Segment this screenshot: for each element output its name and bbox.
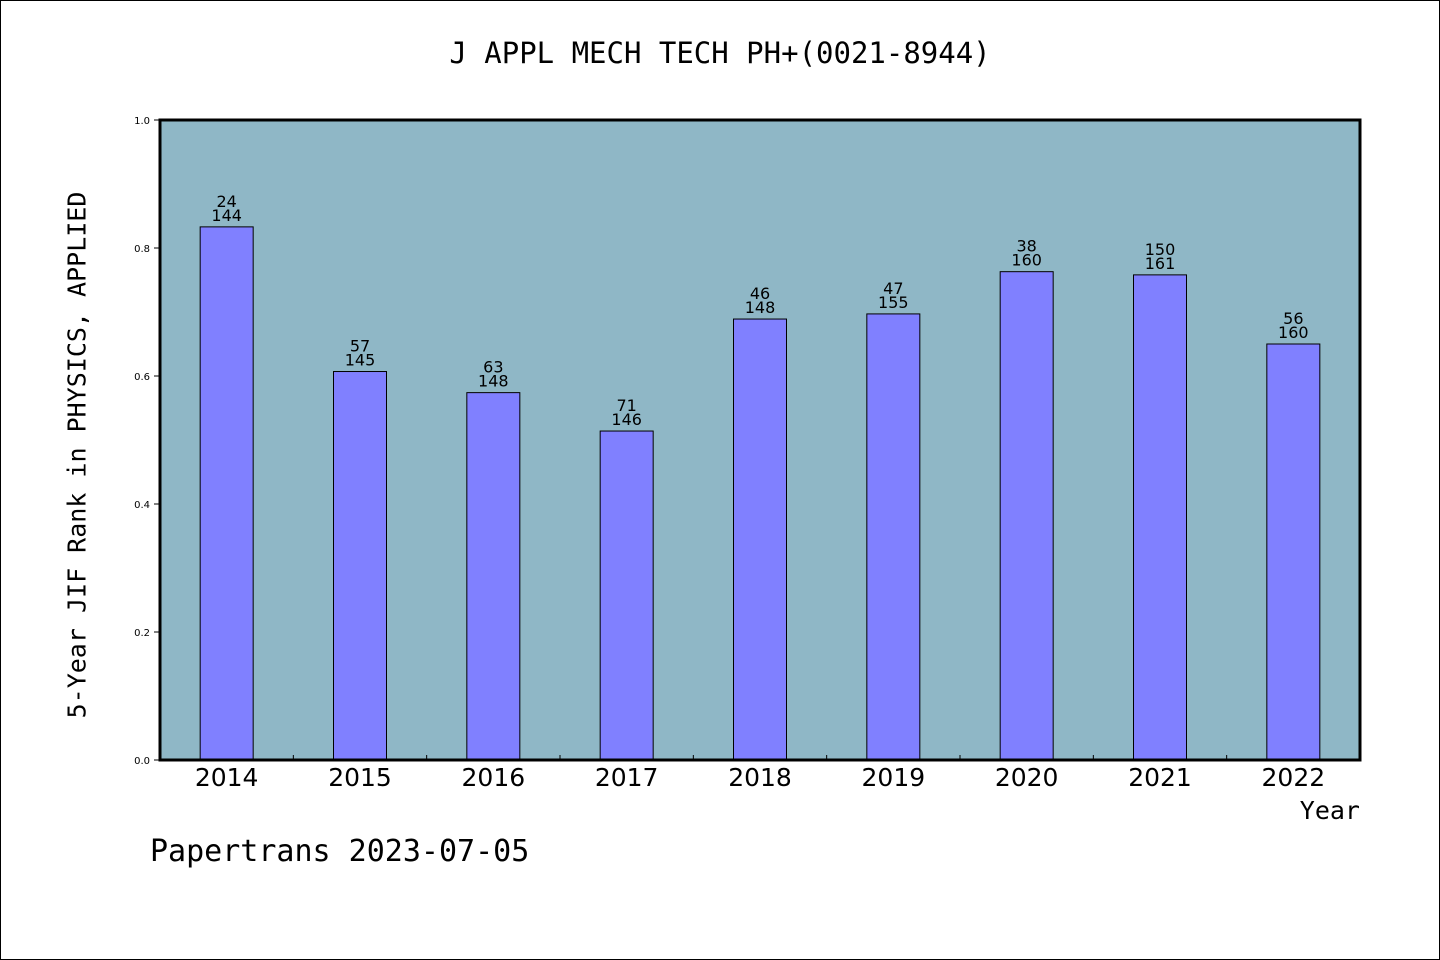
bar-total-label: 155 <box>878 293 909 312</box>
chart-title: J APPL MECH TECH PH+(0021-8944) <box>449 36 991 70</box>
bar-rank-label: 56 <box>1283 309 1303 328</box>
x-tick-label: 2019 <box>862 763 926 792</box>
bar-2019 <box>866 313 921 761</box>
x-tick-label: 2016 <box>462 763 526 792</box>
bar-rank-label: 57 <box>350 337 370 356</box>
bar-rank-label: 24 <box>216 192 236 211</box>
y-tick-label: 1.0 <box>134 116 150 127</box>
bar-total-label: 144 <box>211 206 242 225</box>
bar-rank-label: 63 <box>483 358 503 377</box>
y-tick-label: 0.6 <box>134 372 150 383</box>
bar-rank-label: 46 <box>750 284 770 303</box>
x-tick-label: 2018 <box>728 763 792 792</box>
bar-2016 <box>466 392 521 761</box>
bar-rank-label: 38 <box>1016 237 1036 256</box>
y-tick-label: 0.8 <box>134 244 150 255</box>
y-tick-label: 0.2 <box>134 628 150 639</box>
plot-border <box>158 118 1362 762</box>
y-tick-label: 0.4 <box>134 500 150 511</box>
x-tick-label: 2014 <box>195 763 259 792</box>
x-tick-label: 2017 <box>595 763 659 792</box>
bar-2018 <box>733 318 787 761</box>
x-tick-label: 2021 <box>1128 763 1192 792</box>
x-tick-label: 2022 <box>1262 763 1326 792</box>
footer-credit: Papertrans 2023-07-05 <box>150 834 530 869</box>
bar-rank-label: 150 <box>1145 240 1176 259</box>
bar-rank-label: 71 <box>616 396 636 415</box>
bar-2015 <box>333 371 387 761</box>
bar-2017 <box>599 430 654 761</box>
bar-total-label: 146 <box>611 410 642 429</box>
bar-rank-label: 47 <box>883 279 903 298</box>
bar-2021 <box>1133 274 1187 761</box>
x-tick-label: 2015 <box>328 763 392 792</box>
x-axis-label: Year <box>1299 796 1360 825</box>
bar-2020 <box>999 271 1054 761</box>
bar-total-label: 145 <box>345 351 376 370</box>
x-tick-label: 2020 <box>995 763 1059 792</box>
bar-total-label: 160 <box>1278 323 1309 342</box>
bar-total-label: 161 <box>1145 254 1176 273</box>
bar-total-label: 148 <box>478 372 509 391</box>
bar-total-label: 148 <box>745 298 776 317</box>
bar-2022 <box>1266 343 1321 761</box>
y-axis-label: 5-Year JIF Rank in PHYSICS, APPLIED <box>62 191 92 719</box>
bar-total-label: 160 <box>1011 251 1042 270</box>
bar-2014 <box>199 226 254 761</box>
y-tick-label: 0.0 <box>134 756 150 767</box>
